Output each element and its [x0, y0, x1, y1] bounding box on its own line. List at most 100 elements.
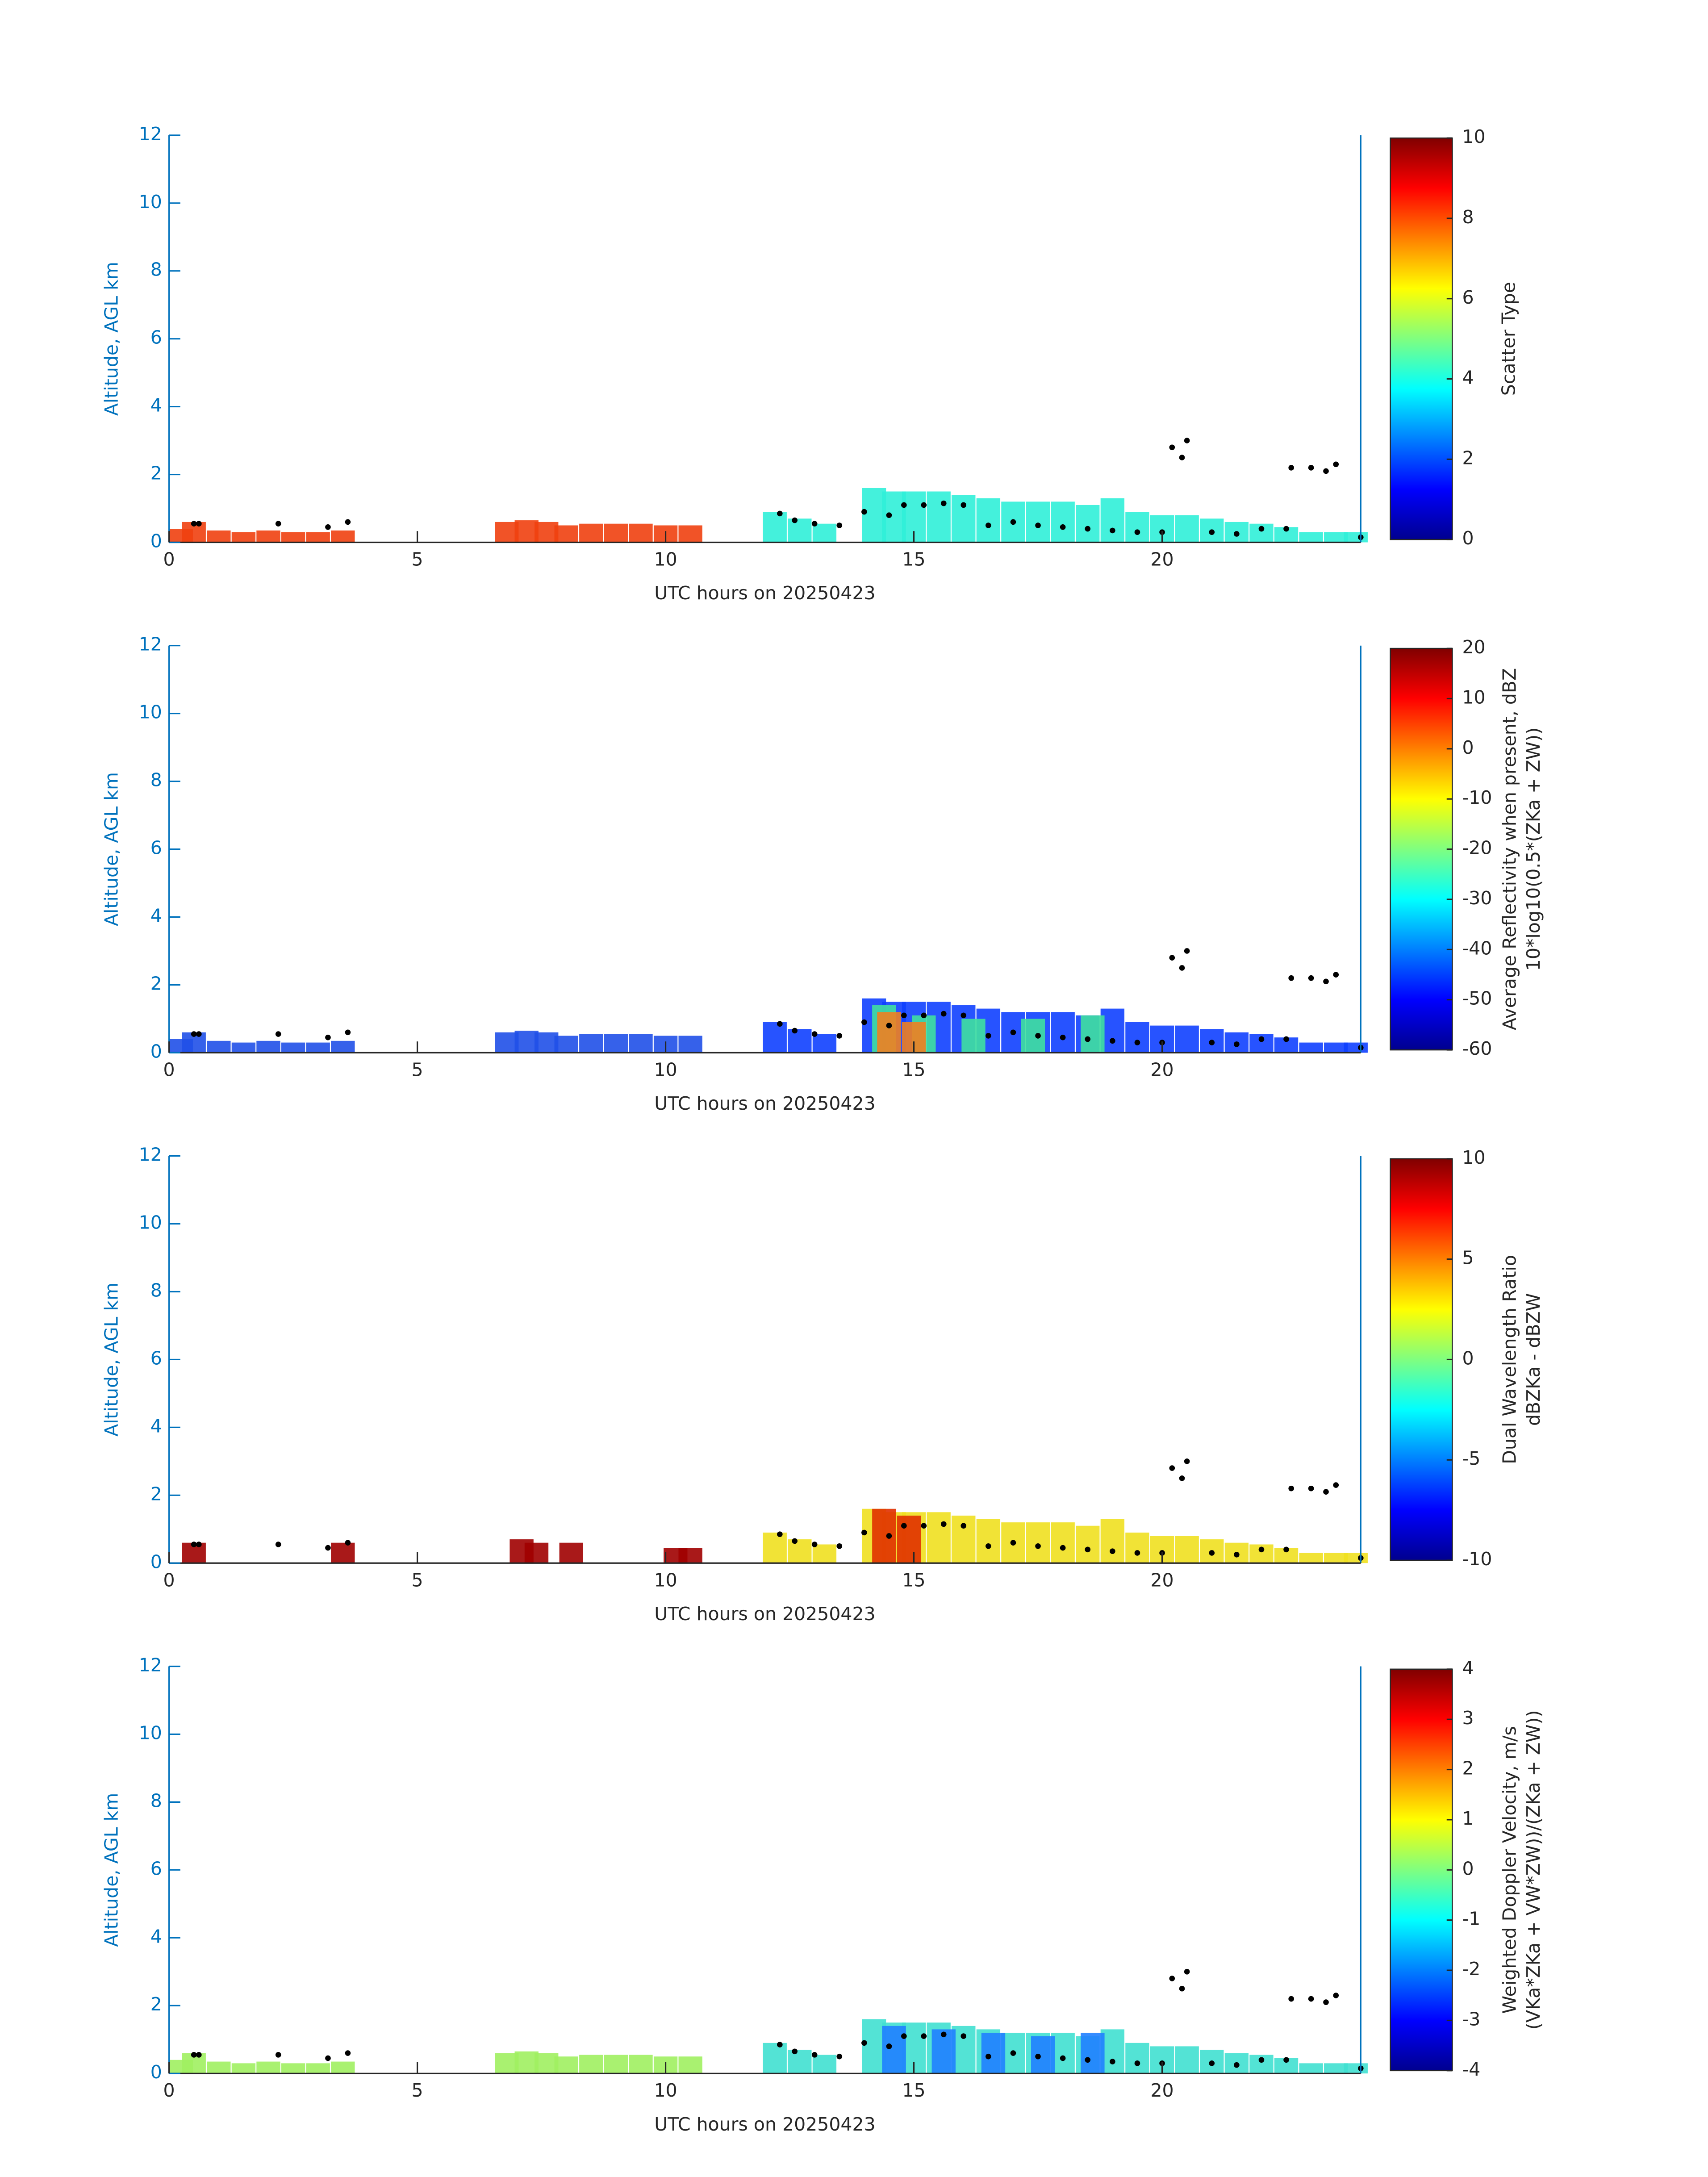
x-tick-label: 15: [902, 2080, 925, 2101]
echo-bar: [604, 2055, 628, 2074]
cloud-base-point: [1323, 1999, 1329, 2005]
cloud-base-point: [1010, 1540, 1016, 1546]
y-tick-label: 12: [139, 1654, 162, 1676]
colorbar: [1390, 137, 1453, 540]
echo-bar: [1051, 501, 1075, 543]
cloud-base-point: [836, 1033, 843, 1039]
x-tick-label: 15: [902, 1059, 925, 1080]
cloud-base-point: [1110, 527, 1115, 534]
echo-bar: [1076, 505, 1100, 543]
colorbar-tick-label: 0: [1462, 1347, 1474, 1369]
echo-bar: [207, 1040, 231, 1053]
x-tick-label: 10: [654, 549, 677, 570]
cloud-base-point: [345, 1540, 351, 1546]
colorbar-tick-label: -5: [1462, 1448, 1480, 1469]
echo-bar: [763, 512, 787, 543]
cloud-base-point: [1134, 1040, 1140, 1045]
cloud-base-point: [777, 1021, 783, 1027]
echo-bar: [207, 530, 231, 543]
cloud-base-point: [1085, 526, 1091, 532]
echo-bar: [256, 1040, 280, 1053]
cloud-base-point: [1010, 1029, 1016, 1036]
cloud-base-point: [811, 521, 818, 527]
cloud-base-point: [1283, 1546, 1289, 1553]
echo-bar: [1299, 2063, 1323, 2074]
y-tick-label: 10: [139, 702, 162, 723]
cloud-base-point: [921, 1523, 927, 1529]
echo-bar: [927, 491, 951, 543]
colorbar-tick-label: 2: [1462, 447, 1474, 468]
cloud-base-point: [811, 1031, 818, 1037]
cloud-base-point: [196, 1542, 202, 1547]
cloud-base-point: [792, 517, 798, 523]
cloud-base-point: [1209, 2060, 1215, 2066]
echo-bar: [763, 1532, 787, 1563]
cloud-base-point: [1323, 978, 1329, 985]
cloud-base-point: [986, 1033, 991, 1039]
echo-bar: [554, 525, 578, 543]
echo-bar: [281, 532, 305, 543]
colorbar: [1390, 1668, 1453, 2072]
cloud-base-point: [940, 2031, 947, 2038]
cloud-base-point: [345, 519, 351, 525]
cloud-base-point: [886, 2043, 892, 2049]
cloud-base-point: [1035, 2053, 1041, 2060]
colorbar-label: 10*log10(0.5*(ZKa + ZW)): [1523, 727, 1544, 971]
echo-bar: [1051, 1012, 1075, 1053]
echo-bar: [1100, 1519, 1125, 1563]
cloud-base-point: [861, 1529, 867, 1536]
colorbar-tick-label: 0: [1462, 737, 1474, 758]
echo-bar: [579, 2055, 603, 2074]
cloud-base-point: [986, 1543, 991, 1549]
colorbar-label: Scatter Type: [1498, 282, 1520, 396]
echo-bar: [231, 2063, 256, 2074]
echo-bar: [1175, 515, 1199, 543]
echo-bar: [1026, 1522, 1050, 1563]
y-tick-label: 0: [150, 530, 162, 552]
colorbar-tick-label: 4: [1462, 1657, 1474, 1679]
x-tick-label: 10: [654, 2080, 677, 2101]
y-tick-label: 12: [139, 634, 162, 655]
echo-bar: [812, 523, 837, 543]
cloud-base-point: [1035, 1543, 1041, 1549]
cloud-base-point: [960, 502, 967, 508]
cloud-base-point: [777, 1531, 783, 1537]
y-tick-label: 10: [139, 191, 162, 213]
cloud-base-point: [836, 2053, 843, 2060]
colorbar-tick-label: 10: [1462, 686, 1485, 708]
y-tick-label: 6: [150, 1858, 162, 1879]
cloud-base-point: [191, 1542, 197, 1547]
echo-bar: [256, 530, 280, 543]
y-tick-label: 2: [150, 973, 162, 994]
y-axis-label: Altitude, AGL km: [100, 772, 122, 926]
cloud-base-point: [1288, 1485, 1294, 1492]
colorbar-tick-label: 3: [1462, 1707, 1474, 1729]
cloud-base-point: [325, 1545, 331, 1551]
echo-bar: [1175, 1536, 1199, 1563]
cloud-base-point: [861, 1019, 867, 1025]
cloud-base-point: [196, 521, 202, 527]
colorbar-tick-label: 2: [1462, 1758, 1474, 1779]
y-tick-label: 0: [150, 1040, 162, 1062]
echo-bar: [281, 2063, 305, 2074]
cloud-base-point: [921, 2033, 927, 2039]
echo-bar: [788, 1029, 812, 1053]
echo-bar: [763, 2043, 787, 2074]
colorbar-tick-label: 20: [1462, 636, 1485, 658]
cloud-base-point: [1060, 524, 1066, 530]
y-tick-label: 8: [150, 259, 162, 280]
echo-bar: [1125, 2043, 1149, 2074]
y-axis-label: Altitude, AGL km: [100, 1283, 122, 1437]
echo-bar: [1344, 1042, 1368, 1053]
y-tick-label: 6: [150, 327, 162, 348]
echo-bar: [554, 2056, 578, 2074]
cloud-base-point: [921, 1012, 927, 1019]
y-tick-label: 8: [150, 769, 162, 791]
x-tick-label: 10: [654, 1569, 677, 1591]
cloud-base-point: [345, 2050, 351, 2056]
cloud-base-point: [1110, 1548, 1115, 1554]
echo-bar: [1299, 1042, 1323, 1053]
x-tick-label: 5: [412, 549, 423, 570]
